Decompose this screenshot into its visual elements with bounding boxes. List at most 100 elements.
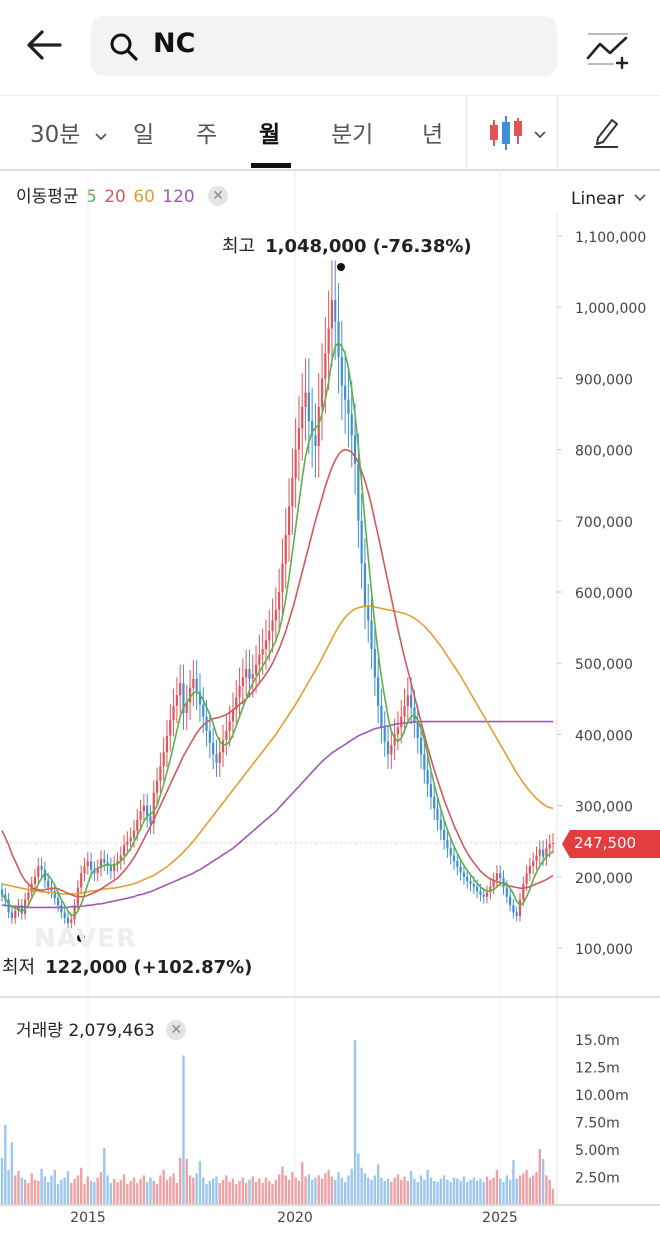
volume-bar	[485, 1176, 489, 1204]
candle-body	[60, 905, 63, 913]
active-tab-indicator	[251, 163, 291, 168]
volume-bar	[178, 1157, 182, 1204]
volume-bar	[334, 1179, 337, 1204]
candle-body	[221, 740, 225, 753]
volume-tick-label: 5.00m	[575, 1143, 620, 1159]
tab-week[interactable]: 주	[196, 122, 218, 148]
y-tick-label: 1,100,000	[575, 230, 646, 246]
volume-bar	[327, 1169, 330, 1204]
volume-bar	[261, 1183, 264, 1204]
high-label: 최고	[222, 236, 256, 257]
volume-bar	[317, 1175, 320, 1204]
tab-quarter[interactable]: 분기	[331, 122, 374, 148]
candle-body	[179, 683, 182, 696]
candle-body	[202, 704, 205, 717]
candle-body	[89, 861, 93, 870]
volume-bar	[225, 1175, 228, 1204]
volume-bar	[116, 1182, 119, 1204]
candle-body	[492, 880, 495, 887]
volume-bar	[433, 1180, 436, 1204]
low-value: 122,000 (+102.87%)	[45, 957, 253, 978]
volume-bar	[512, 1160, 515, 1204]
volume-bar	[492, 1177, 495, 1204]
candle-body	[525, 873, 528, 884]
volume-tick-label: 2.50m	[575, 1171, 620, 1187]
y-tick-label: 700,000	[575, 515, 633, 531]
volume-bar	[126, 1184, 129, 1204]
volume-bar	[165, 1179, 169, 1204]
candle-body	[63, 912, 66, 919]
candle-body	[410, 695, 413, 708]
tab-30min[interactable]: 30분	[30, 115, 108, 149]
candle-body	[403, 705, 406, 717]
volume-bar	[106, 1175, 109, 1204]
volume-bar	[159, 1175, 162, 1204]
candle-body	[344, 385, 347, 400]
candle-body	[314, 435, 317, 447]
candle-body	[254, 664, 258, 674]
candle-body	[264, 640, 268, 649]
search-box[interactable]: NC	[91, 16, 557, 76]
volume-bar	[446, 1179, 449, 1204]
volume-bar	[145, 1182, 149, 1204]
tab-day[interactable]: 일	[133, 122, 155, 148]
volume-bar	[96, 1177, 99, 1204]
volume-bar	[7, 1169, 10, 1204]
chart-type-selector[interactable]	[488, 114, 547, 158]
candle-body	[261, 648, 264, 655]
volume-bar	[99, 1172, 103, 1204]
volume-legend: 거래량 2,079,463 ✕	[16, 1016, 187, 1041]
low-annotation: 최저 122,000 (+102.87%)	[2, 953, 252, 979]
candle-body	[93, 869, 96, 874]
volume-bar	[4, 1124, 7, 1204]
close-icon[interactable]: ✕	[208, 186, 229, 206]
volume-bar	[112, 1178, 116, 1204]
candle-body	[294, 449, 297, 479]
scale-label: Linear	[571, 189, 624, 209]
volume-bar	[307, 1174, 311, 1204]
last-price-tag-shape	[562, 830, 660, 858]
scale-selector[interactable]: Linear	[571, 189, 646, 209]
volume-bar	[23, 1179, 27, 1204]
candle-body	[175, 695, 178, 706]
ma60-line	[1, 605, 554, 895]
close-icon[interactable]: ✕	[166, 1020, 187, 1040]
volume-legend-title: 거래량	[16, 1021, 63, 1041]
candle-body	[284, 535, 287, 564]
y-tick-label: 800,000	[575, 444, 633, 460]
volume-bar	[43, 1176, 47, 1204]
tab-year[interactable]: 년	[422, 122, 444, 148]
candle-body	[443, 829, 446, 840]
volume-bar	[502, 1182, 505, 1204]
candle-body	[429, 784, 433, 798]
candle-body	[73, 905, 76, 920]
volume-bar	[386, 1178, 390, 1204]
back-arrow-icon[interactable]	[22, 22, 68, 68]
naver-watermark: NAVER	[34, 924, 138, 954]
volume-bar	[244, 1183, 248, 1204]
price-chart[interactable]: 100,000 200,000 300,000 400,000 500,000 600,0…	[0, 172, 660, 1238]
candle-body	[340, 357, 343, 386]
search-query: NC	[153, 28, 196, 59]
period-tabs: 30분 일 주 월 분기 년	[0, 95, 660, 171]
volume-bar	[416, 1182, 419, 1204]
candle-body	[499, 873, 502, 879]
candle-body	[423, 754, 426, 770]
tab-divider	[466, 96, 467, 170]
volume-tick-label: 12.5m	[575, 1061, 620, 1077]
volume-bar	[169, 1176, 172, 1204]
volume-bar	[373, 1175, 377, 1204]
volume-bar	[175, 1183, 179, 1204]
volume-bar	[532, 1175, 535, 1204]
volume-bar	[400, 1179, 403, 1204]
volume-bar	[396, 1174, 400, 1204]
add-compare-chart-icon[interactable]	[584, 28, 632, 70]
tab-month[interactable]: 월	[259, 122, 281, 148]
candle-body	[66, 918, 70, 924]
candle-body	[132, 830, 136, 838]
draw-pencil-icon[interactable]	[590, 114, 622, 150]
candle-body	[535, 855, 538, 862]
candle-body	[330, 300, 334, 329]
candle-body	[17, 905, 20, 911]
volume-bar	[291, 1172, 294, 1204]
